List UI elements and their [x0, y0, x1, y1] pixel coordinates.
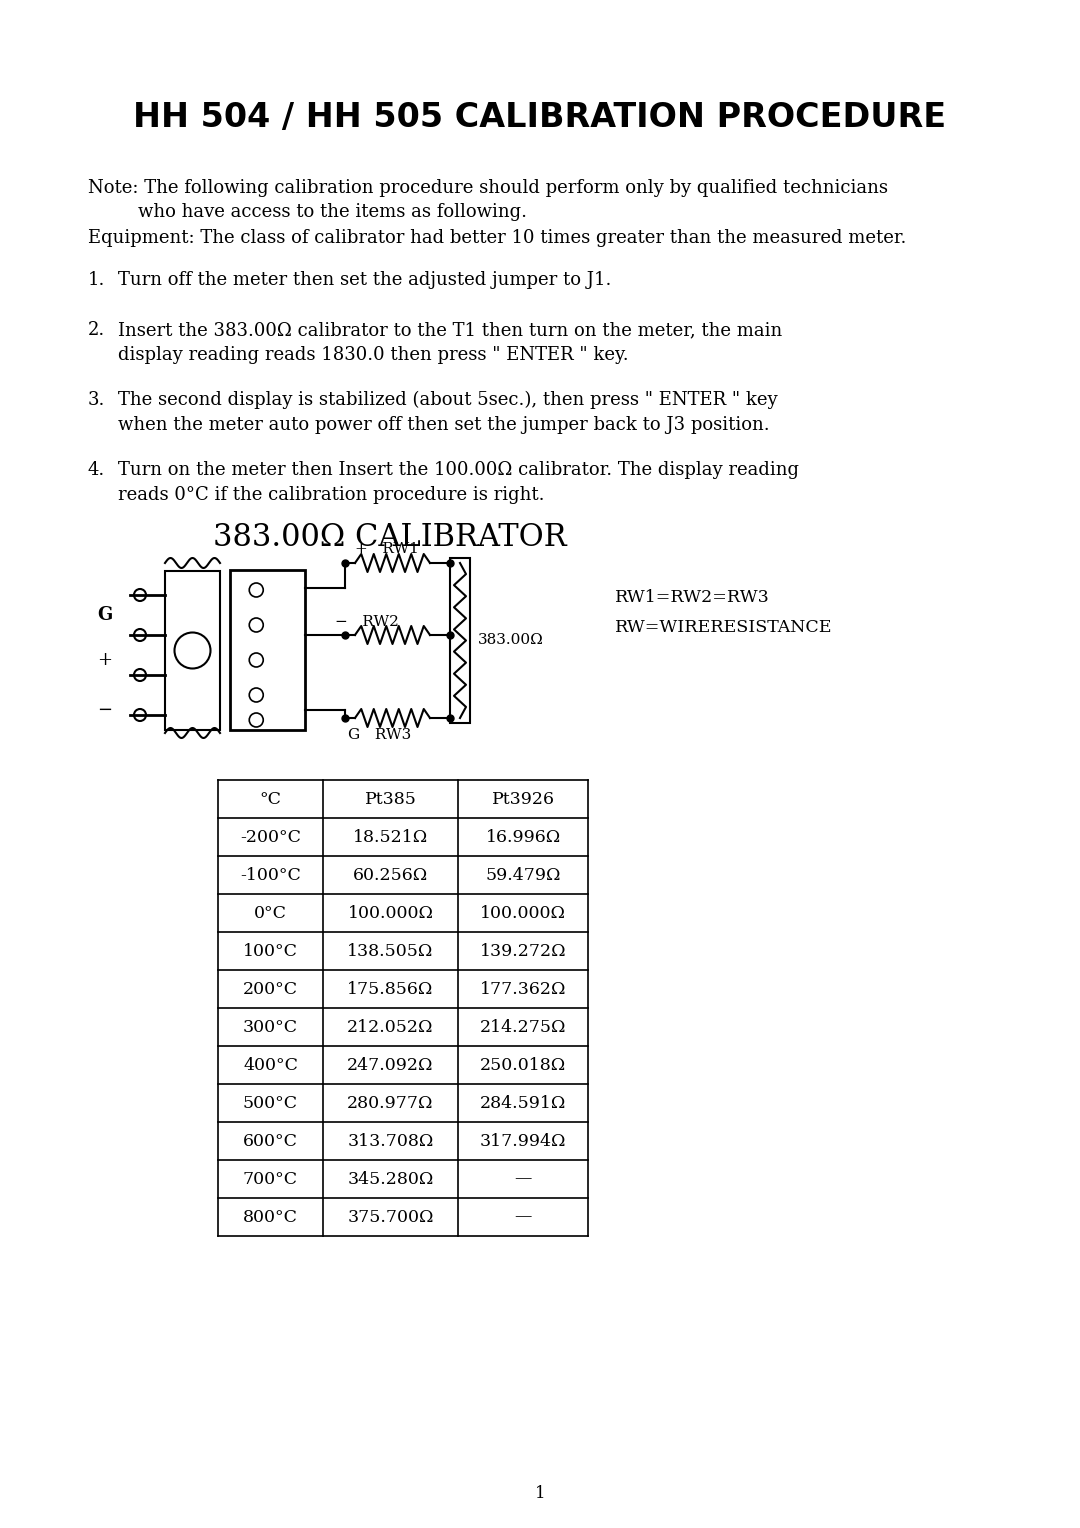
Bar	[165, 571, 220, 730]
Text: 4.: 4.	[87, 461, 105, 478]
Text: Turn on the meter then Insert the 100.00Ω calibrator. The display reading: Turn on the meter then Insert the 100.00…	[118, 461, 799, 478]
Text: -100°C: -100°C	[240, 866, 301, 883]
Text: G: G	[97, 607, 112, 623]
Text: 250.018Ω: 250.018Ω	[480, 1056, 566, 1074]
Text: 500°C: 500°C	[243, 1094, 298, 1111]
Text: Equipment: The class of calibrator had better 10 times greater than the measured: Equipment: The class of calibrator had b…	[87, 229, 906, 248]
Text: 100.000Ω: 100.000Ω	[481, 905, 566, 921]
Text: 280.977Ω: 280.977Ω	[348, 1094, 434, 1111]
Text: 383.00Ω CALIBRATOR: 383.00Ω CALIBRATOR	[213, 521, 567, 553]
Text: when the meter auto power off then set the jumper back to J3 position.: when the meter auto power off then set t…	[118, 416, 770, 434]
Text: 212.052Ω: 212.052Ω	[348, 1019, 434, 1036]
Text: Note: The following calibration procedure should perform only by qualified techn: Note: The following calibration procedur…	[87, 179, 888, 197]
Text: Insert the 383.00Ω calibrator to the T1 then turn on the meter, the main: Insert the 383.00Ω calibrator to the T1 …	[118, 321, 782, 339]
Text: Pt3926: Pt3926	[491, 790, 554, 807]
Bar	[450, 558, 470, 723]
Text: 247.092Ω: 247.092Ω	[348, 1056, 434, 1074]
Text: 700°C: 700°C	[243, 1170, 298, 1187]
Text: −: −	[97, 701, 112, 720]
Text: 284.591Ω: 284.591Ω	[480, 1094, 566, 1111]
Text: 100°C: 100°C	[243, 943, 298, 960]
Text: 138.505Ω: 138.505Ω	[348, 943, 434, 960]
Text: +   RW1: + RW1	[355, 542, 419, 556]
Text: 177.362Ω: 177.362Ω	[480, 981, 566, 998]
Text: 18.521Ω: 18.521Ω	[353, 828, 428, 845]
Text: 2.: 2.	[87, 321, 105, 339]
Text: reads 0°C if the calibration procedure is right.: reads 0°C if the calibration procedure i…	[118, 486, 544, 504]
Text: 59.479Ω: 59.479Ω	[485, 866, 561, 883]
Text: 139.272Ω: 139.272Ω	[480, 943, 566, 960]
Text: 3.: 3.	[87, 391, 106, 410]
Text: 383.00Ω: 383.00Ω	[478, 633, 543, 646]
Text: 100.000Ω: 100.000Ω	[348, 905, 433, 921]
Text: —: —	[514, 1209, 531, 1225]
Text: 1: 1	[535, 1485, 545, 1502]
Text: —: —	[514, 1170, 531, 1187]
Text: °C: °C	[259, 790, 282, 807]
Text: who have access to the items as following.: who have access to the items as followin…	[138, 203, 527, 222]
Text: 400°C: 400°C	[243, 1056, 298, 1074]
Text: 375.700Ω: 375.700Ω	[348, 1209, 434, 1225]
Text: 16.996Ω: 16.996Ω	[485, 828, 561, 845]
Text: G   RW3: G RW3	[348, 727, 411, 743]
Text: RW=WIRERESISTANCE: RW=WIRERESISTANCE	[615, 619, 833, 637]
Text: HH 504 / HH 505 CALIBRATION PROCEDURE: HH 504 / HH 505 CALIBRATION PROCEDURE	[134, 101, 946, 134]
Bar	[230, 570, 305, 730]
Text: −   RW2: − RW2	[335, 614, 399, 630]
Text: 317.994Ω: 317.994Ω	[480, 1132, 566, 1149]
Text: 600°C: 600°C	[243, 1132, 298, 1149]
Text: 60.256Ω: 60.256Ω	[353, 866, 428, 883]
Text: display reading reads 1830.0 then press " ENTER " key.: display reading reads 1830.0 then press …	[118, 345, 629, 364]
Text: +: +	[97, 651, 112, 669]
Text: Turn off the meter then set the adjusted jumper to J1.: Turn off the meter then set the adjusted…	[118, 270, 611, 289]
Text: 200°C: 200°C	[243, 981, 298, 998]
Text: 800°C: 800°C	[243, 1209, 298, 1225]
Text: 300°C: 300°C	[243, 1019, 298, 1036]
Text: 175.856Ω: 175.856Ω	[348, 981, 434, 998]
Text: The second display is stabilized (about 5sec.), then press " ENTER " key: The second display is stabilized (about …	[118, 391, 778, 410]
Text: 313.708Ω: 313.708Ω	[348, 1132, 434, 1149]
Text: 345.280Ω: 345.280Ω	[348, 1170, 434, 1187]
Text: -200°C: -200°C	[240, 828, 301, 845]
Text: RW1=RW2=RW3: RW1=RW2=RW3	[615, 588, 770, 605]
Text: Pt385: Pt385	[365, 790, 417, 807]
Text: 214.275Ω: 214.275Ω	[480, 1019, 566, 1036]
Text: 0°C: 0°C	[254, 905, 287, 921]
Text: 1.: 1.	[87, 270, 106, 289]
